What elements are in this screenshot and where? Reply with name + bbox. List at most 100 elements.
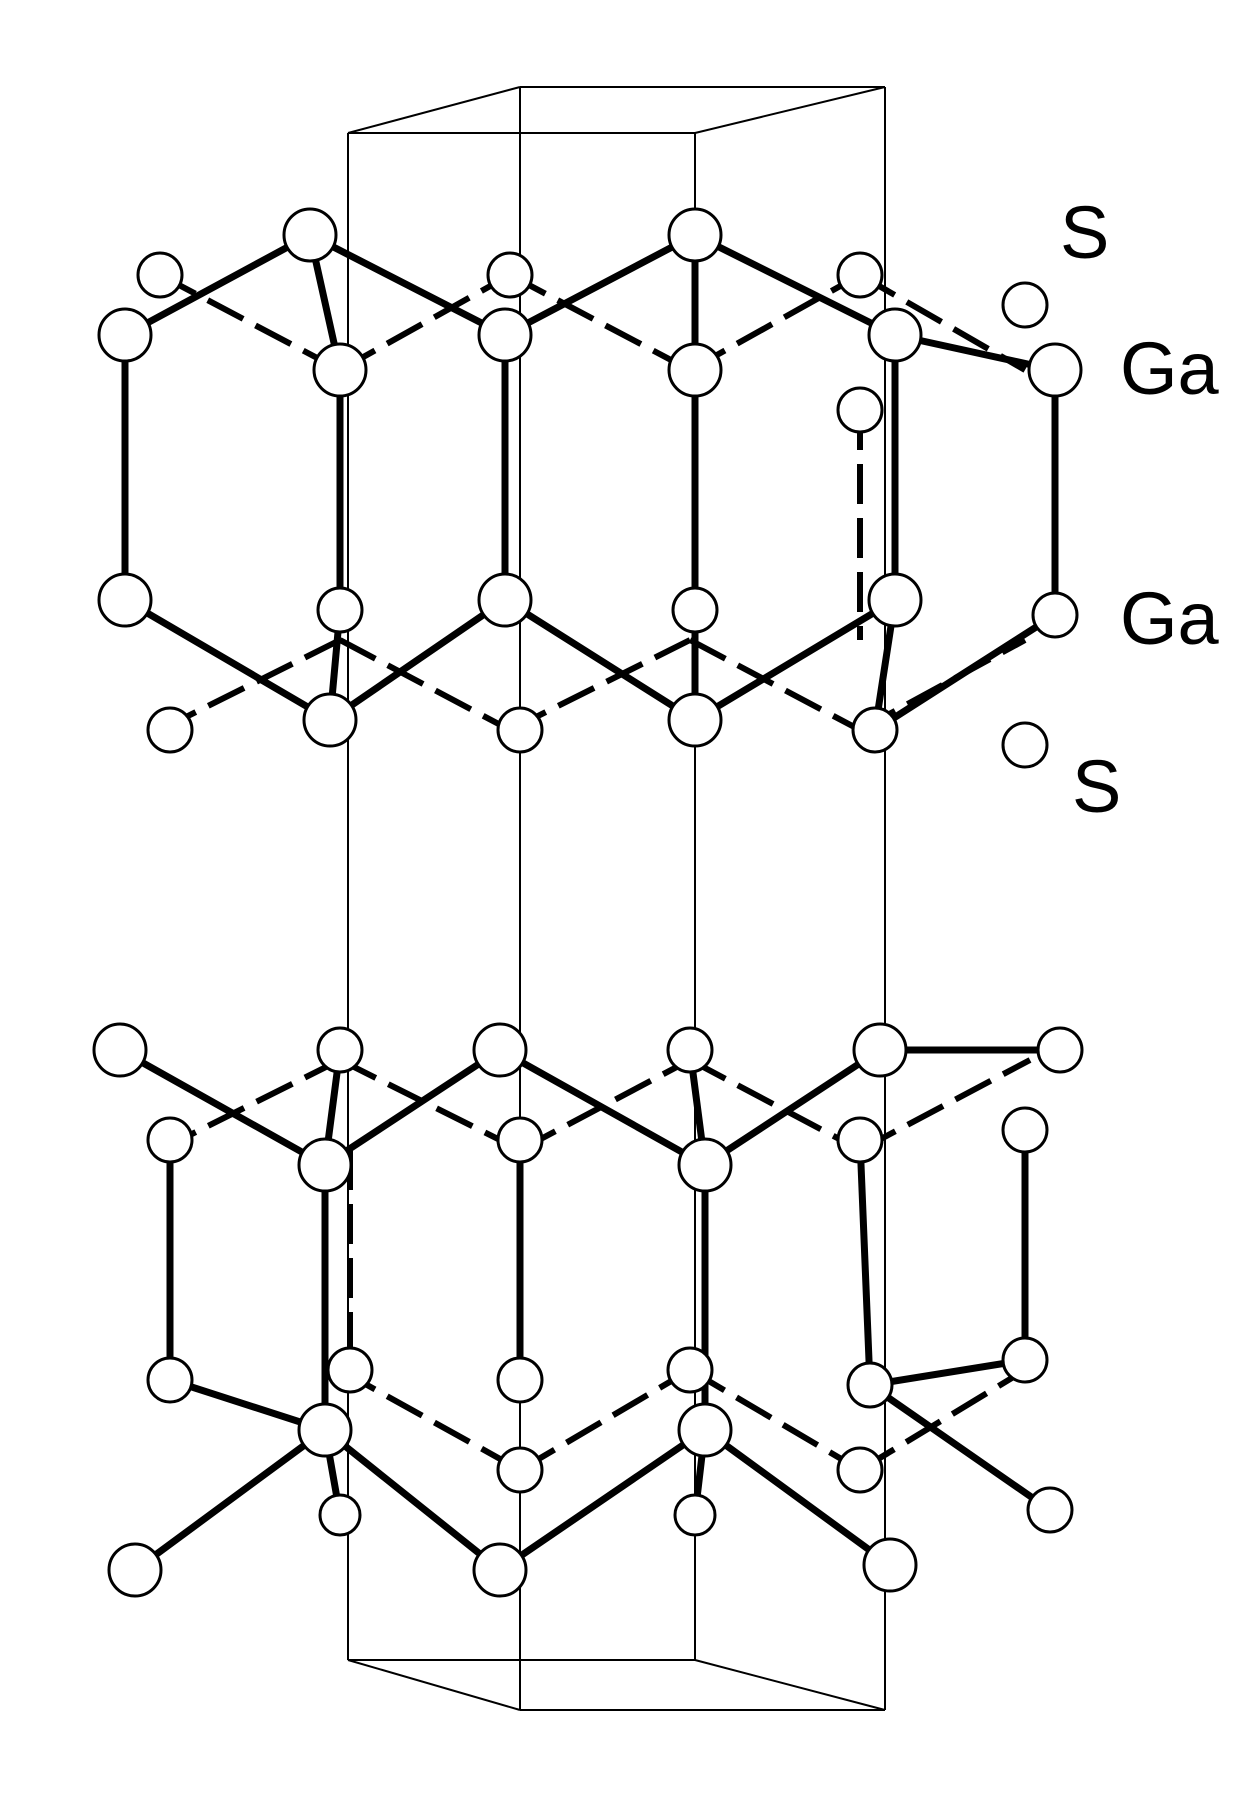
- atom-s: [666, 1026, 714, 1074]
- atom-ga: [677, 1402, 733, 1458]
- atom-s: [1001, 721, 1049, 769]
- bond-back: [158, 637, 342, 733]
- atom-ga: [326, 1346, 374, 1394]
- bond-back: [518, 1367, 692, 1473]
- atom-ga: [677, 1137, 733, 1193]
- atom-s: [867, 307, 923, 363]
- atom-s: [472, 1542, 528, 1598]
- upper-layer: [97, 207, 1083, 769]
- cell-edge: [694, 1659, 886, 1711]
- cell-edge: [347, 86, 521, 134]
- atom-ga: [867, 572, 923, 628]
- atom-s: [302, 692, 358, 748]
- atom-ga: [316, 586, 364, 634]
- atom-ga: [836, 386, 884, 434]
- bond-back: [688, 272, 862, 373]
- atom-s: [282, 207, 338, 263]
- atom-s: [852, 1022, 908, 1078]
- atom-ga: [496, 1356, 544, 1404]
- bond-back: [688, 637, 862, 733]
- atom-ga: [477, 572, 533, 628]
- atom-ga: [1001, 1336, 1049, 1384]
- atom-ga: [97, 572, 153, 628]
- atom-s: [496, 706, 544, 754]
- atom-ga: [671, 586, 719, 634]
- atom-ga: [496, 1116, 544, 1164]
- atom-s: [92, 1022, 148, 1078]
- bond: [701, 1426, 894, 1569]
- atom-s: [862, 1537, 918, 1593]
- bond: [856, 1136, 874, 1389]
- atom-s: [667, 207, 723, 263]
- bond-back: [688, 1057, 862, 1153]
- bond: [701, 1046, 884, 1169]
- atom-s: [146, 706, 194, 754]
- bond-back: [338, 637, 512, 733]
- bond: [321, 1426, 504, 1574]
- interlayer-gap-lines: [347, 745, 886, 1030]
- atom-s: [1036, 1026, 1084, 1074]
- lower-atoms: [92, 1022, 1084, 1598]
- bond: [501, 596, 699, 724]
- atom-s: [486, 251, 534, 299]
- bond-back: [508, 637, 692, 733]
- bond: [321, 1046, 504, 1169]
- atom-ga: [97, 307, 153, 363]
- bond: [121, 596, 334, 724]
- atom-ga: [667, 342, 723, 398]
- bond-back: [338, 1367, 522, 1473]
- bond-back: [858, 1057, 1032, 1153]
- bond: [306, 231, 509, 339]
- atom-s: [1026, 1486, 1074, 1534]
- atom-s: [1001, 281, 1049, 329]
- atom-s: [836, 1446, 884, 1494]
- bond-back: [338, 272, 512, 373]
- bond: [866, 1356, 1029, 1389]
- bond-back: [858, 272, 1027, 373]
- bond: [866, 1381, 1054, 1514]
- atom-s: [136, 251, 184, 299]
- bond: [116, 1046, 329, 1169]
- atom-ga: [1001, 1106, 1049, 1154]
- lower-front-bonds: [116, 1046, 1064, 1574]
- bond-back: [158, 272, 342, 373]
- atom-ga: [1027, 342, 1083, 398]
- atom-ga: [297, 1402, 353, 1458]
- bond: [501, 231, 699, 339]
- atom-ga: [836, 1116, 884, 1164]
- bond-back: [688, 1367, 862, 1473]
- bond-back: [858, 1367, 1027, 1473]
- bond: [131, 1426, 329, 1574]
- atom-ga: [146, 1116, 194, 1164]
- atom-s: [667, 692, 723, 748]
- atom-ga: [146, 1356, 194, 1404]
- atom-s: [318, 1493, 362, 1537]
- bond: [496, 1426, 709, 1574]
- atom-ga: [1031, 591, 1079, 639]
- bond: [691, 231, 899, 339]
- cell-edge: [347, 1659, 521, 1711]
- atom-ga: [846, 1361, 894, 1409]
- atom-s: [107, 1542, 163, 1598]
- atom-s: [496, 1446, 544, 1494]
- bond: [691, 596, 899, 724]
- bond-back: [518, 1057, 692, 1153]
- atom-s: [316, 1026, 364, 1074]
- label-s-bottom: S: [1072, 745, 1122, 828]
- upper-atoms: [97, 207, 1083, 769]
- bond: [496, 1046, 709, 1169]
- atom-s: [673, 1493, 717, 1537]
- atom-ga: [666, 1346, 714, 1394]
- atom-ga: [312, 342, 368, 398]
- atom-s: [836, 251, 884, 299]
- bond: [121, 231, 314, 339]
- atom-s: [477, 307, 533, 363]
- lower-back-bonds: [158, 1057, 1032, 1473]
- bond: [871, 611, 1059, 734]
- label-ga-upper: Ga: [1120, 327, 1219, 410]
- atom-ga: [297, 1137, 353, 1193]
- atom-s: [472, 1022, 528, 1078]
- bond: [326, 596, 509, 724]
